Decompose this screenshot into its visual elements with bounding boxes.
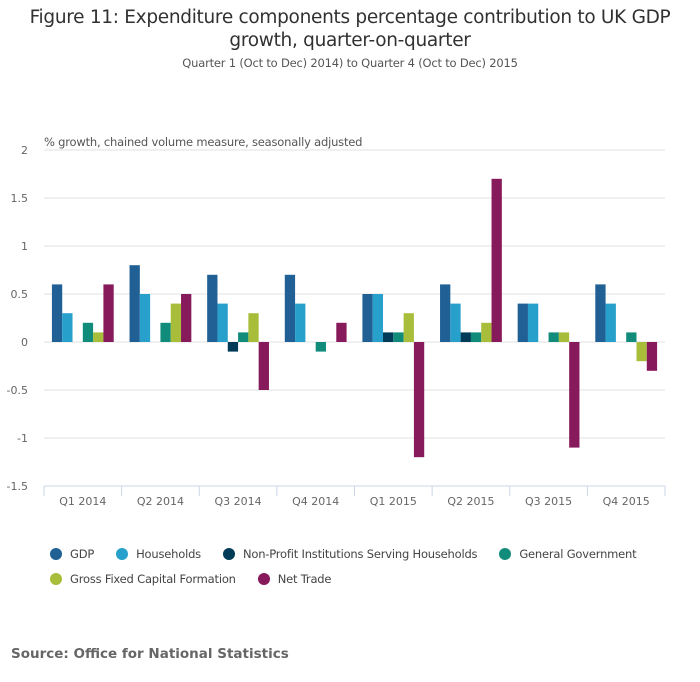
x-tick-label: Q1 2014 (59, 495, 106, 508)
legend-marker-icon (50, 547, 62, 560)
bar-net-trade-q1-2014[interactable] (103, 284, 114, 342)
bar-households-q1-2014[interactable] (62, 313, 73, 342)
bar-gross-fixed-capital-formation-q4-2015[interactable] (636, 342, 647, 362)
y-tick-label: -1 (17, 432, 28, 445)
bar-gdp-q2-2014[interactable] (129, 265, 140, 342)
legend-label: GDP (70, 546, 95, 561)
y-axis-ticks: -1.5 -1 -0.5 0 0.5 1 1.5 2 (7, 144, 28, 493)
bar-gdp-q1-2014[interactable] (51, 284, 63, 342)
legend-item[interactable]: GDP (50, 541, 94, 566)
x-tick-label: Q4 2014 (292, 495, 339, 508)
legend-label: General Government (519, 546, 637, 561)
x-tick-label: Q4 2015 (603, 495, 650, 508)
y-tick-label: -0.5 (7, 384, 28, 397)
y-tick-label: 2 (21, 144, 28, 157)
bar-net-trade-q1-2015[interactable] (413, 342, 425, 458)
legend-marker-icon (50, 572, 62, 585)
bar-households-q3-2015[interactable] (527, 303, 539, 342)
bar-general-government-q4-2014[interactable] (315, 342, 326, 352)
bar-net-trade-q2-2015[interactable] (491, 178, 502, 342)
bar-gdp-q4-2014[interactable] (284, 274, 296, 342)
bar-gross-fixed-capital-formation-q1-2015[interactable] (403, 313, 414, 342)
x-tick-label: Q2 2015 (447, 495, 494, 508)
bar-non-profit-institutions-serving-households-q1-2015[interactable] (383, 332, 394, 342)
bar-non-profit-institutions-serving-households-q2-2015[interactable] (460, 332, 471, 342)
legend: GDP Households Non-Profit Institutions Ser… (50, 541, 670, 591)
bar-general-government-q4-2015[interactable] (626, 332, 637, 342)
bar-non-profit-institutions-serving-households-q3-2014[interactable] (227, 342, 239, 352)
bars (51, 178, 658, 458)
chart-title-line-1: Figure 11: Expenditure components percen… (29, 7, 671, 28)
bar-households-q2-2015[interactable] (450, 303, 461, 342)
legend-marker-icon (499, 547, 512, 560)
bar-general-government-q2-2015[interactable] (470, 332, 482, 342)
x-tick-label: Q1 2015 (370, 495, 417, 508)
legend-marker-icon (257, 572, 270, 585)
bar-gdp-q3-2015[interactable] (517, 303, 528, 342)
bar-chart: -1.5 -1 -0.5 0 0.5 1 1.5 2 % growth, chained vo… (7, 135, 666, 508)
bar-net-trade-q4-2014[interactable] (336, 322, 347, 342)
bar-net-trade-q3-2014[interactable] (258, 342, 269, 390)
legend-item[interactable]: General Government (499, 541, 637, 566)
bar-net-trade-q2-2014[interactable] (181, 294, 192, 342)
y-tick-label: 0 (21, 336, 28, 349)
x-tick-label: Q2 2014 (137, 495, 184, 508)
bar-households-q2-2014[interactable] (139, 294, 151, 342)
legend-item[interactable]: Non-Profit Institutions Serving Househol… (222, 541, 478, 566)
gridlines (44, 149, 665, 439)
legend-label: Gross Fixed Capital Formation (70, 571, 236, 586)
source-note: Source: Office for National Statistics (11, 646, 289, 662)
legend-label: Non-Profit Institutions Serving Househol… (242, 546, 478, 561)
legend-item[interactable]: Gross Fixed Capital Formation (50, 566, 236, 591)
bar-gross-fixed-capital-formation-q3-2014[interactable] (248, 313, 259, 342)
bar-net-trade-q4-2015[interactable] (646, 342, 658, 371)
y-tick-label: -1.5 (7, 480, 28, 493)
bar-gdp-q1-2015[interactable] (362, 294, 373, 342)
legend-label: Net Trade (277, 571, 332, 586)
chart-title-line-2: growth, quarter-on-quarter (229, 30, 471, 51)
bar-households-q4-2014[interactable] (295, 303, 306, 342)
legend-marker-icon (222, 547, 235, 560)
bar-gross-fixed-capital-formation-q2-2015[interactable] (481, 322, 492, 342)
y-tick-label: 1 (21, 240, 28, 253)
legend-label: Households (136, 546, 201, 561)
y-axis-label: % growth, chained volume measure, season… (44, 135, 362, 149)
x-tick-label: Q3 2015 (525, 495, 572, 508)
bar-general-government-q2-2014[interactable] (160, 322, 171, 342)
bar-general-government-q1-2014[interactable] (82, 322, 94, 342)
bar-households-q1-2015[interactable] (372, 294, 384, 342)
bar-net-trade-q3-2015[interactable] (569, 342, 580, 448)
bar-gross-fixed-capital-formation-q1-2014[interactable] (93, 332, 104, 342)
legend-marker-icon (116, 547, 129, 560)
bar-gdp-q2-2015[interactable] (440, 284, 451, 342)
bar-general-government-q3-2014[interactable] (238, 332, 249, 342)
legend-item[interactable]: Net Trade (257, 566, 332, 591)
bar-gross-fixed-capital-formation-q3-2015[interactable] (558, 332, 570, 342)
chart-subtitle: Quarter 1 (Oct to Dec) 2014) to Quarter … (182, 56, 518, 70)
bar-households-q4-2015[interactable] (605, 303, 616, 342)
bar-gross-fixed-capital-formation-q2-2014[interactable] (170, 303, 182, 342)
y-tick-label: 0.5 (11, 288, 29, 301)
bar-households-q3-2014[interactable] (217, 303, 228, 342)
x-tick-label: Q3 2014 (214, 495, 261, 508)
chart-title: Figure 11: Expenditure components percen… (0, 6, 700, 52)
y-tick-label: 1.5 (11, 192, 29, 205)
legend-item[interactable]: Households (116, 541, 201, 566)
bar-general-government-q1-2015[interactable] (393, 332, 404, 342)
bar-general-government-q3-2015[interactable] (548, 332, 559, 342)
x-axis: Q1 2014 Q2 2014 Q3 2014 Q4 2014 Q1 2015 Q2 20… (43, 485, 666, 508)
bar-gdp-q3-2014[interactable] (207, 274, 218, 342)
bar-gdp-q4-2015[interactable] (595, 284, 606, 342)
